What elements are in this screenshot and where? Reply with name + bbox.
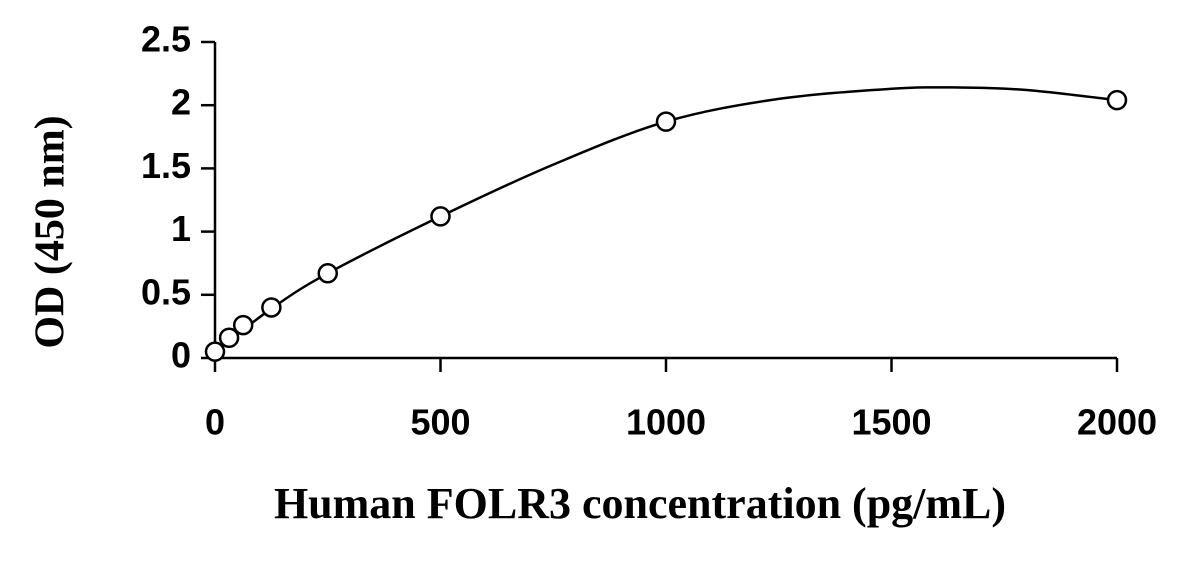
x-tick-label: 0: [205, 402, 225, 443]
data-point: [261, 297, 282, 318]
x-tick-label: 500: [410, 402, 470, 443]
data-point: [232, 314, 254, 336]
x-tick-label: 1000: [626, 402, 706, 443]
x-tick-label: 2000: [1077, 402, 1157, 443]
x-axis-title: Human FOLR3 concentration (pg/mL): [274, 479, 1006, 528]
data-point: [430, 206, 451, 227]
y-axis-title: OD (450 nm): [28, 115, 74, 348]
y-tick-label: 1.5: [141, 145, 191, 186]
data-point: [317, 263, 338, 284]
y-tick-label: 2: [171, 82, 191, 123]
y-tick-label: 0.5: [141, 271, 191, 312]
x-tick-label: 1500: [851, 402, 931, 443]
y-tick-label: 1: [171, 208, 191, 249]
data-point: [655, 111, 677, 132]
data-point: [1106, 89, 1128, 111]
data-point: [218, 327, 240, 349]
y-tick-label: 0: [171, 335, 191, 376]
data-point: [204, 341, 226, 362]
y-tick-label: 2.5: [141, 19, 191, 60]
